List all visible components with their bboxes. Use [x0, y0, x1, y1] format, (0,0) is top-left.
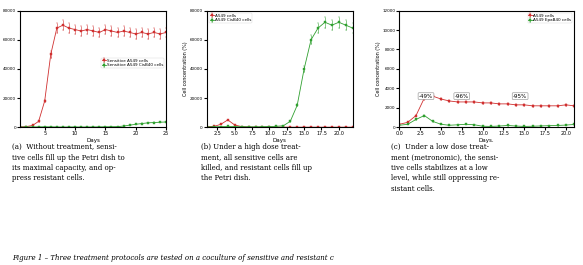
Text: -95%: -95% — [513, 94, 527, 99]
Text: (c)  Under a low dose treat-
ment (metronomic), the sensi-
tive cells stabilizes: (c) Under a low dose treat- ment (metron… — [391, 143, 499, 193]
X-axis label: Days: Days — [86, 138, 100, 143]
Text: (a)  Without treatment, sensi-
tive cells fill up the Petri dish to
its maximal : (a) Without treatment, sensi- tive cells… — [12, 143, 124, 182]
Y-axis label: Cell concentration (%): Cell concentration (%) — [376, 42, 381, 96]
Y-axis label: Cell concentration (%): Cell concentration (%) — [183, 42, 188, 96]
X-axis label: Days: Days — [273, 138, 287, 143]
Text: (b) Under a high dose treat-
ment, all sensitive cells are
killed, and resistant: (b) Under a high dose treat- ment, all s… — [201, 143, 312, 182]
Text: -49%: -49% — [419, 94, 433, 99]
Legend: Sensitive A549 cells, Sensitive A549 CisB40 cells: Sensitive A549 cells, Sensitive A549 Cis… — [101, 58, 164, 68]
X-axis label: Days.: Days. — [479, 138, 494, 143]
Legend: A549 cells, A549 EpaB40 cells: A549 cells, A549 EpaB40 cells — [528, 13, 572, 23]
Text: Figure 1 – Three treatment protocols are tested on a coculture of sensitive and : Figure 1 – Three treatment protocols are… — [12, 254, 333, 262]
Text: -96%: -96% — [455, 94, 469, 99]
Legend: A549 cells, A549 CisB40 cells: A549 cells, A549 CisB40 cells — [209, 13, 252, 23]
